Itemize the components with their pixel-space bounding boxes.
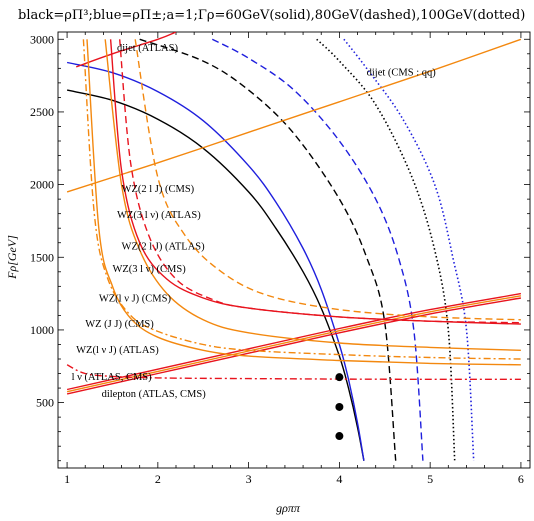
y-axis-label: Fρ[GeV] (5, 235, 19, 280)
annotation: WZ(l ν J) (CMS) (99, 294, 172, 305)
curves (66, 32, 522, 461)
x-axis-label: gρππ (276, 501, 301, 515)
data-point (335, 432, 344, 441)
series-orange-solid-16 (104, 39, 521, 351)
annotation: l ν (ATLAS, CMS) (72, 372, 153, 383)
y-tick-label: 1000 (30, 323, 54, 337)
annotation: WZ (J J) (CMS) (85, 319, 154, 330)
series-orange-dashdot-13 (82, 39, 521, 360)
series-blue-dashed-3 (211, 38, 424, 461)
x-tick-label: 6 (518, 472, 524, 486)
chart-title: black=ρΠ³;blue=ρΠ±;a=1;Γρ=60GeV(solid),8… (18, 8, 525, 23)
annotation: dijet (CMS : qq) (367, 68, 437, 79)
annotation: WZ(3 l ν) (ATLAS) (117, 210, 201, 221)
series-blue-dotted-5 (343, 38, 475, 461)
series-red-solid-10 (75, 32, 177, 68)
y-tick-label: 500 (36, 396, 54, 410)
plot-area: 1 2 3 4 5 6 500 1000 1500 2000 2500 3000 dijet (ATLA… (30, 31, 531, 486)
x-tick-label: 1 (64, 472, 70, 486)
series-orange-solid-8 (66, 295, 522, 393)
x-tick-label: 2 (155, 472, 161, 486)
series-red-solid-6 (66, 297, 522, 395)
y-tick-label: 2500 (30, 105, 54, 119)
annotation: WZ(l ν J) (ATLAS) (76, 345, 159, 356)
annotation: WZ(3 l ν) (CMS) (112, 264, 186, 275)
x-tick-label: 5 (427, 472, 433, 486)
data-point (335, 373, 344, 382)
annotation: WZ(2 l J) (ATLAS) (122, 241, 206, 252)
x-tick-label: 3 (246, 472, 252, 486)
x-tick-label: 4 (336, 472, 342, 486)
series-orange-dashed-17 (134, 39, 521, 321)
annotation: dilepton (ATLAS, CMS) (102, 389, 207, 400)
y-tick-label: 1500 (30, 250, 54, 264)
annotation: WZ(2 l J) (CMS) (122, 184, 195, 195)
series-red-solid-14 (109, 39, 521, 325)
plot-frame (57, 31, 531, 469)
series-red-dashed-15 (119, 39, 521, 324)
y-tick-label: 2000 (30, 178, 54, 192)
data-point (335, 402, 344, 411)
series-blue-solid-1 (66, 61, 365, 461)
series-orange-solid-9 (66, 38, 522, 193)
annotation: dijet (ATLAS) (117, 43, 178, 54)
series-orange-solid-12 (86, 39, 521, 366)
y-tick-label: 3000 (30, 32, 54, 46)
series-black-solid-0 (66, 89, 365, 461)
series-red-dashdot-11 (66, 364, 521, 381)
